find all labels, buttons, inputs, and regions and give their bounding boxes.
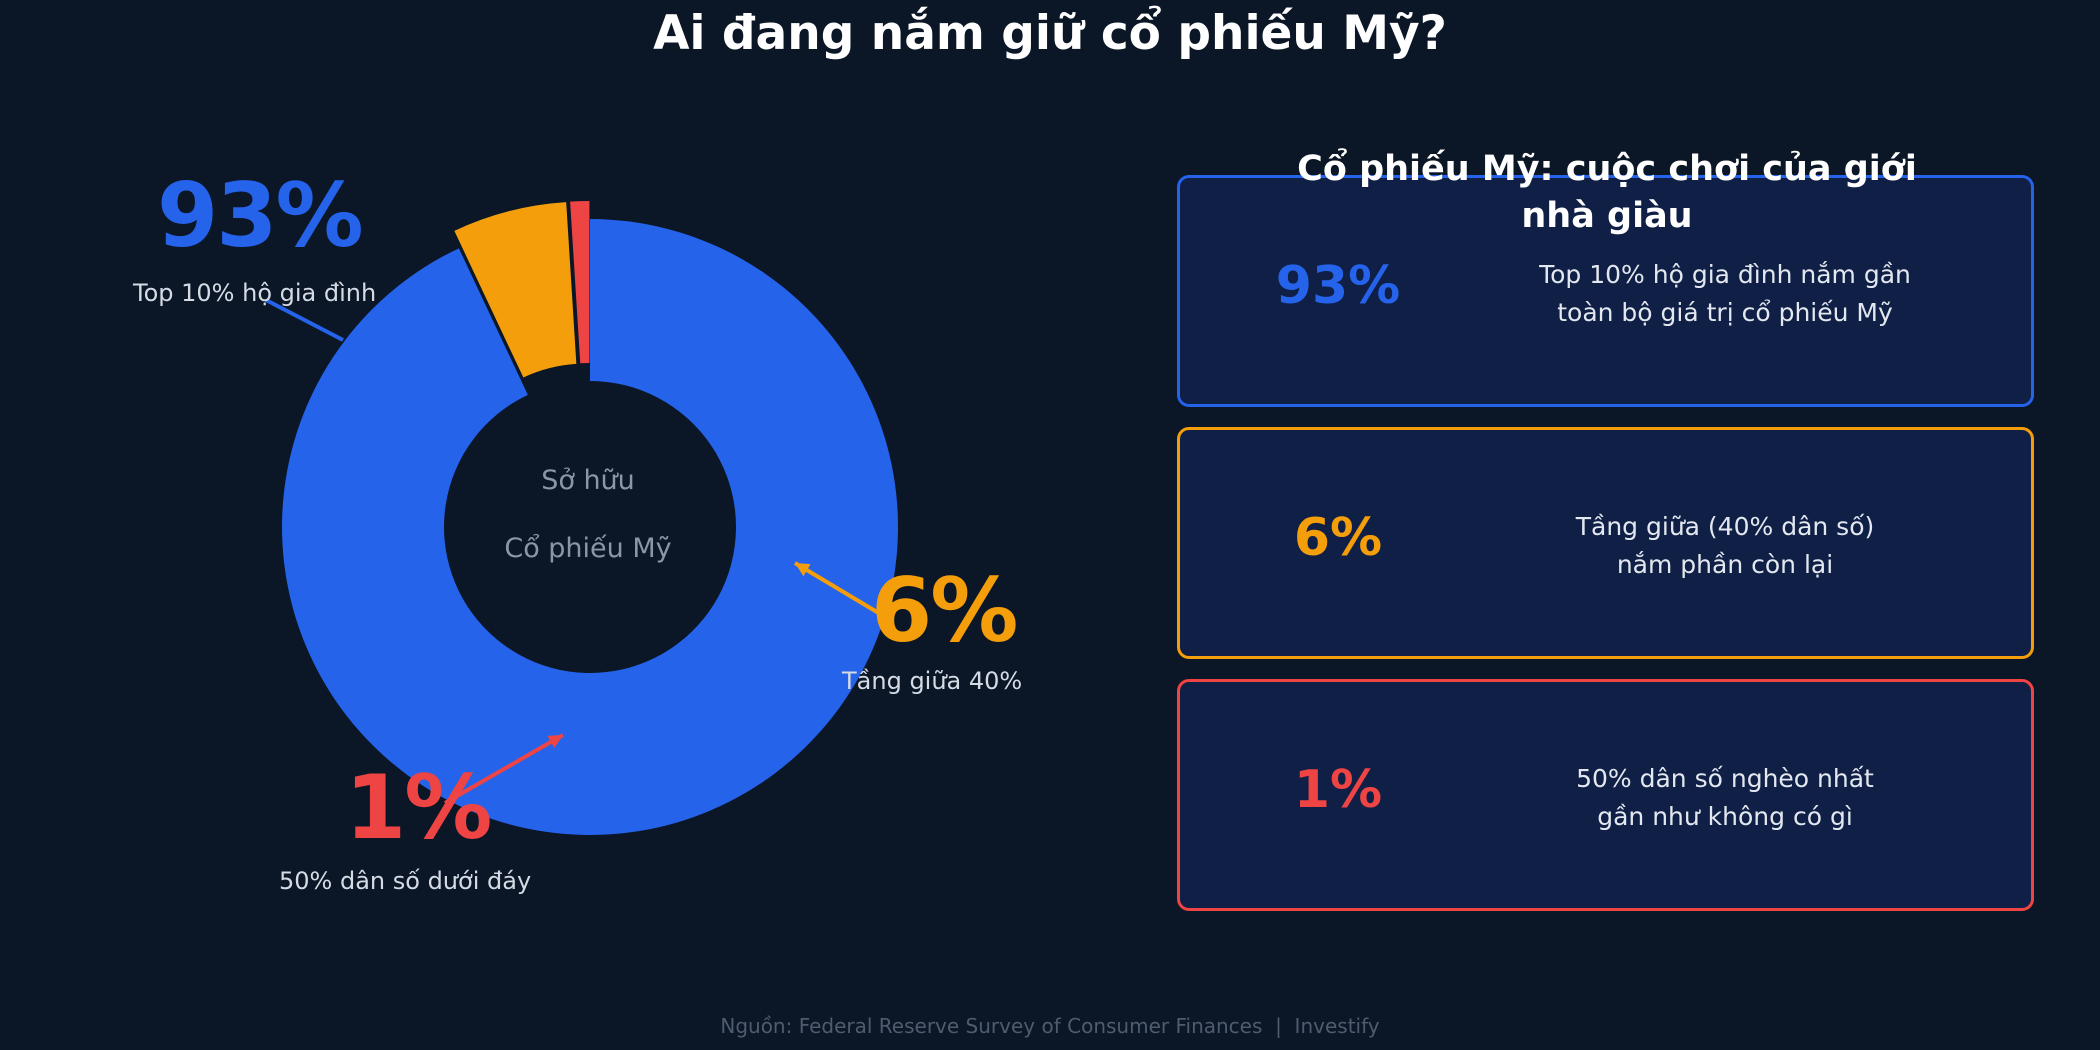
callout-arrow-bottom50	[444, 733, 564, 805]
card-description: 50% dân số nghèo nhất gần như không có g…	[1480, 760, 1970, 836]
card-pct: 93%	[1275, 256, 1401, 316]
callout-label-top10: Top 10% hộ gia đình	[133, 279, 377, 307]
callout-pct-bottom50: 1%	[345, 756, 492, 859]
callout-arrow-middle40	[793, 561, 884, 617]
card-pct: 1%	[1293, 760, 1383, 820]
callout-label-middle40: Tầng giữa 40%	[842, 667, 1023, 695]
callout-pct-middle40: 6%	[871, 559, 1018, 662]
card-line: toàn bộ giá trị cổ phiếu Mỹ	[1557, 298, 1893, 327]
card-bottom50: 1% 50% dân số nghèo nhất gần như không c…	[1177, 679, 2034, 911]
callout-line-top10	[265, 298, 344, 342]
callout-pct-top10: 93%	[157, 164, 364, 267]
cards-heading: Cổ phiếu Mỹ: cuộc chơi của giới nhà giàu	[1297, 149, 1917, 236]
card-line: nắm phần còn lại	[1616, 550, 1834, 579]
donut-center-line2: Cổ phiếu Mỹ	[504, 533, 672, 564]
page-title: Ai đang nắm giữ cổ phiếu Mỹ?	[653, 6, 1447, 61]
card-middle40: 6% Tầng giữa (40% dân số) nắm phần còn l…	[1177, 427, 2034, 659]
card-line: Top 10% hộ gia đình nắm gần	[1539, 260, 1911, 289]
card-description: Top 10% hộ gia đình nắm gần toàn bộ giá …	[1480, 256, 1970, 332]
callout-label-bottom50: 50% dân số dưới đáy	[279, 867, 532, 895]
card-line: Tầng giữa (40% dân số)	[1575, 512, 1875, 541]
card-line: gần như không có gì	[1597, 802, 1853, 831]
card-line: 50% dân số nghèo nhất	[1576, 764, 1874, 793]
callout-arrow-middle40-head	[795, 563, 811, 577]
callout-arrow-bottom50-head	[547, 735, 563, 749]
card-description: Tầng giữa (40% dân số) nắm phần còn lại	[1480, 508, 1970, 584]
donut-slice	[454, 202, 577, 378]
card-top10: 93% Top 10% hộ gia đình nắm gần toàn bộ …	[1177, 175, 2034, 407]
donut-slice	[570, 201, 590, 364]
donut-slice	[281, 219, 899, 836]
donut-center-line1: Sở hữu	[541, 465, 635, 496]
card-pct: 6%	[1293, 508, 1383, 568]
source-note: Nguồn: Federal Reserve Survey of Consume…	[720, 1014, 1380, 1038]
